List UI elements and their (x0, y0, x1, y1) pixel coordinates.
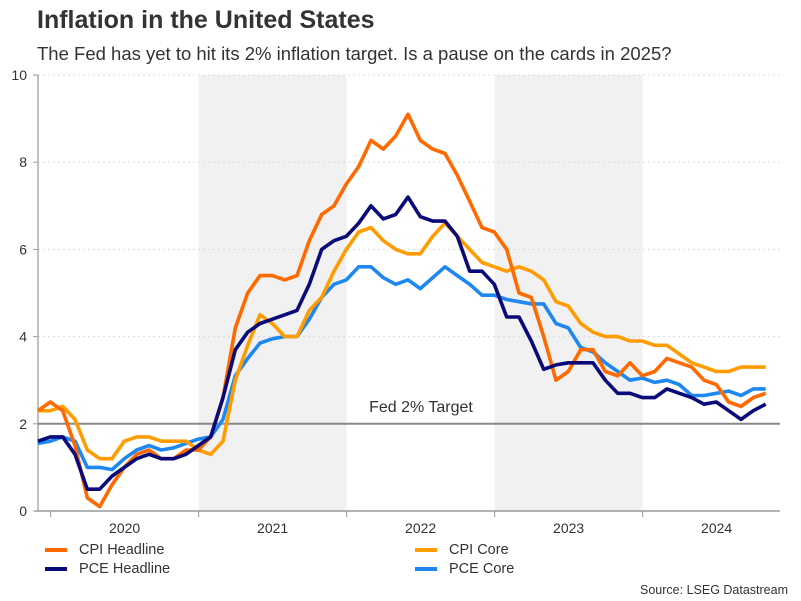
y-tick-label: 0 (19, 503, 27, 519)
legend-item-pce-headline: PCE Headline (45, 561, 170, 577)
y-tick-label: 8 (19, 154, 27, 170)
legend-item-cpi-headline: CPI Headline (45, 542, 164, 558)
source-note: Source: LSEG Datastream (640, 583, 788, 597)
legend-label: CPI Headline (79, 542, 165, 558)
fed-target-label: Fed 2% Target (369, 399, 473, 416)
legend-label: PCE Headline (79, 561, 171, 577)
x-tick-label: 2023 (553, 520, 584, 536)
y-tick-label: 4 (19, 329, 27, 345)
series-line-pce-headline (37, 195, 767, 491)
chart-title: Inflation in the United States (37, 6, 375, 34)
series-line-pce-core (37, 265, 766, 472)
series-line-cpi-core (38, 221, 766, 461)
x-tick-label: 2024 (701, 520, 732, 536)
x-tick-label: 2022 (405, 520, 436, 536)
legend-label: CPI Core (449, 542, 509, 558)
y-tick-label: 6 (19, 241, 27, 257)
legend-swatch (45, 567, 67, 571)
legend-label: PCE Core (449, 561, 515, 577)
legend-item-pce-core: PCE Core (415, 561, 514, 577)
legend-item-cpi-core: CPI Core (415, 542, 509, 558)
chart-subtitle: The Fed has yet to hit its 2% inflation … (37, 43, 672, 64)
legend-swatch (45, 548, 67, 552)
y-tick-label: 2 (19, 416, 27, 432)
y-tick-label: 10 (11, 67, 27, 83)
x-tick-label: 2021 (257, 520, 288, 536)
legend-swatch (415, 548, 437, 552)
shaded-band-2023 (494, 75, 643, 511)
legend-swatch (415, 567, 437, 571)
x-tick-label: 2020 (109, 520, 140, 536)
